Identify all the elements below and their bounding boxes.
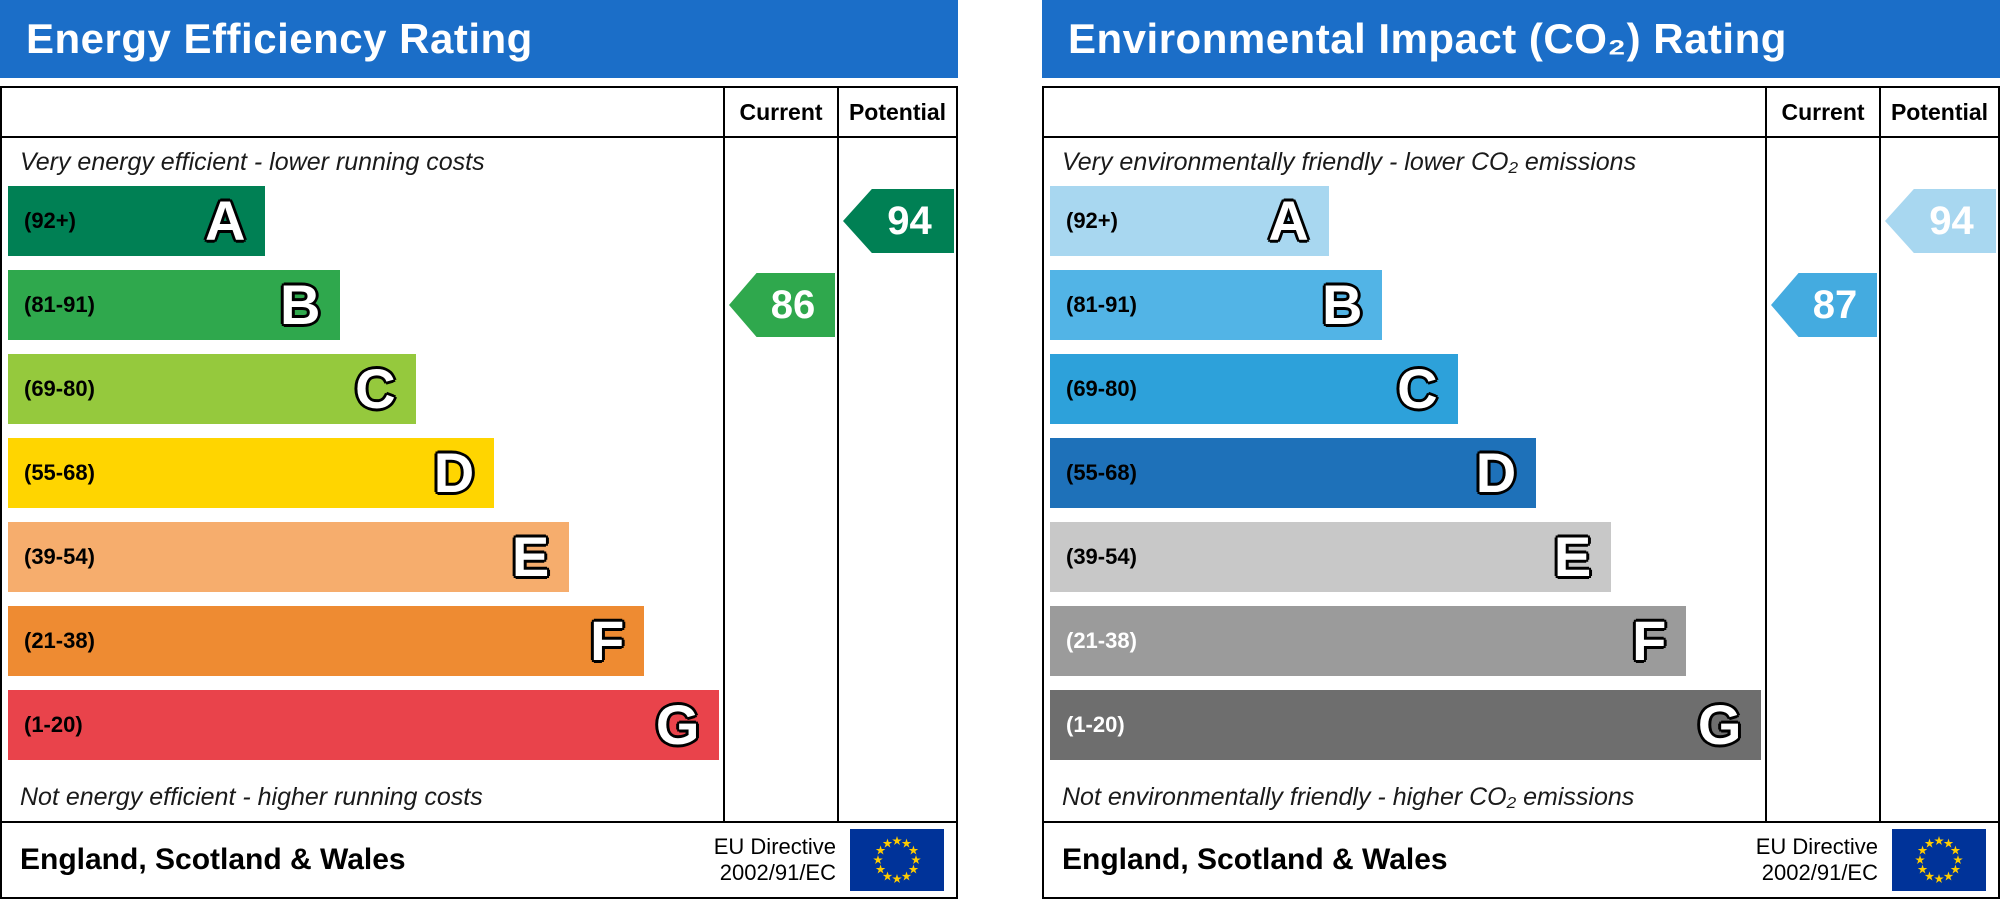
band-range-label: (39-54): [24, 544, 95, 569]
eu-directive-line1: EU Directive: [713, 833, 836, 859]
band-range-label: (1-20): [24, 712, 83, 737]
band-range-label: (55-68): [1066, 460, 1137, 485]
band-letter: F: [1632, 609, 1667, 672]
band-letter: G: [655, 693, 700, 756]
band-letter: E: [511, 525, 550, 588]
band-letter: D: [433, 441, 475, 504]
band-letter: C: [355, 357, 396, 420]
chart-title: Energy Efficiency Rating: [26, 15, 533, 62]
band-range-label: (81-91): [24, 292, 95, 317]
band-b: (81-91) B: [8, 270, 341, 340]
region-label: England, Scotland & Wales: [1062, 843, 1448, 876]
band-letter: G: [1697, 693, 1742, 756]
band-range-label: (69-80): [1066, 376, 1137, 401]
current-rating-value: 87: [1812, 282, 1858, 327]
potential-rating-arrow: 94: [843, 189, 954, 253]
band-c: (69-80) C: [8, 354, 416, 424]
band-e: (39-54) E: [1050, 522, 1612, 592]
potential-column: 94: [837, 138, 956, 821]
band-d: (55-68) D: [1050, 438, 1537, 508]
rating-body: Very energy efficient - lower running co…: [2, 138, 956, 821]
region-label: England, Scotland & Wales: [20, 843, 406, 876]
band-range-label: (39-54): [1066, 544, 1137, 569]
potential-column: 94: [1879, 138, 1998, 821]
eu-directive-line2: 2002/91/EC: [719, 860, 836, 885]
chart-footer: England, Scotland & Wales EU Directive 2…: [1044, 821, 1998, 897]
band-a: (92+) A: [8, 186, 266, 256]
rating-body: Very environmentally friendly - lower CO…: [1044, 138, 1998, 821]
band-letter: B: [280, 273, 321, 336]
rating-table: Current Potential Very energy efficient …: [0, 86, 958, 899]
band-g: (1-20) G: [8, 690, 720, 760]
energy-efficiency-chart: Energy Efficiency Rating Current Potenti…: [0, 0, 958, 899]
potential-rating-arrow: 94: [1885, 189, 1996, 253]
band-letter: E: [1553, 525, 1592, 588]
eu-flag: [1892, 829, 1986, 891]
eu-directive-label: EU Directive 2002/91/EC: [1756, 834, 1878, 887]
band-d: (55-68) D: [8, 438, 495, 508]
band-g: (1-20) G: [1050, 690, 1762, 760]
band-letter: A: [1268, 189, 1309, 252]
eu-directive-label: EU Directive 2002/91/EC: [714, 834, 836, 887]
scale-header-cell: [1044, 88, 1765, 136]
band-range-label: (1-20): [1066, 712, 1125, 737]
band-range-label: (55-68): [24, 460, 95, 485]
rating-table: Current Potential Very environmentally f…: [1042, 86, 2000, 899]
top-caption: Very energy efficient - lower running co…: [20, 147, 485, 176]
potential-column-header: Potential: [1879, 88, 1998, 136]
current-column: 86: [723, 138, 837, 821]
band-range-label: (21-38): [1066, 628, 1137, 653]
scale-header-cell: [2, 88, 723, 136]
potential-rating-value: 94: [887, 198, 932, 243]
eu-directive-line2: 2002/91/EC: [1761, 860, 1878, 885]
bottom-caption: Not environmentally friendly - higher CO…: [1062, 782, 1635, 811]
eu-directive-line1: EU Directive: [1755, 833, 1878, 859]
bottom-caption: Not energy efficient - higher running co…: [20, 782, 483, 811]
environmental-impact-chart: Environmental Impact (CO₂) Rating Curren…: [1042, 0, 2000, 899]
band-c: (69-80) C: [1050, 354, 1458, 424]
band-letter: B: [1322, 273, 1363, 336]
band-b: (81-91) B: [1050, 270, 1383, 340]
band-a: (92+) A: [1050, 186, 1329, 256]
band-e: (39-54) E: [8, 522, 570, 592]
chart-footer: England, Scotland & Wales EU Directive 2…: [2, 821, 956, 897]
current-rating-arrow: 86: [729, 273, 835, 337]
band-letter: A: [204, 189, 246, 252]
band-range-label: (92+): [1066, 208, 1118, 233]
current-column: 87: [1765, 138, 1879, 821]
chart-title-bar: Environmental Impact (CO₂) Rating: [1042, 0, 2000, 78]
band-f: (21-38) F: [8, 606, 645, 676]
eu-flag: [850, 829, 944, 891]
band-range-label: (69-80): [24, 376, 95, 401]
band-letter: F: [590, 609, 625, 672]
rating-scale: Very energy efficient - lower running co…: [2, 138, 723, 821]
chart-title: Environmental Impact (CO₂) Rating: [1068, 15, 1787, 62]
band-range-label: (21-38): [24, 628, 95, 653]
table-header-row: Current Potential: [1044, 88, 1998, 138]
current-rating-arrow: 87: [1771, 273, 1877, 337]
band-range-label: (81-91): [1066, 292, 1137, 317]
current-column-header: Current: [723, 88, 837, 136]
band-letter: D: [1475, 441, 1517, 504]
potential-rating-value: 94: [1929, 198, 1974, 243]
band-range-label: (92+): [24, 208, 76, 233]
band-letter: C: [1397, 357, 1438, 420]
rating-scale: Very environmentally friendly - lower CO…: [1044, 138, 1765, 821]
chart-title-bar: Energy Efficiency Rating: [0, 0, 958, 78]
band-f: (21-38) F: [1050, 606, 1687, 676]
top-caption: Very environmentally friendly - lower CO…: [1062, 147, 1637, 176]
current-rating-value: 86: [770, 282, 816, 327]
potential-column-header: Potential: [837, 88, 956, 136]
table-header-row: Current Potential: [2, 88, 956, 138]
current-column-header: Current: [1765, 88, 1879, 136]
